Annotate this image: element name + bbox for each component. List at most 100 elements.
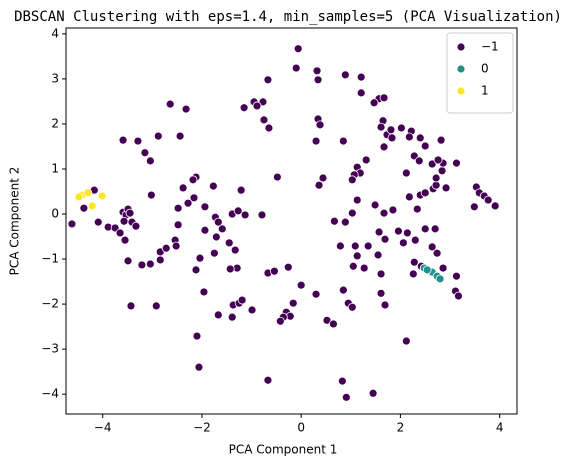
point <box>427 159 437 169</box>
x-tick-label: −2 <box>193 421 211 435</box>
point <box>352 195 362 205</box>
point <box>236 185 246 195</box>
y-tick-label: 4 <box>51 26 59 40</box>
point <box>401 168 411 178</box>
point <box>314 180 324 190</box>
point <box>409 257 419 267</box>
point <box>431 173 441 183</box>
point <box>199 287 209 297</box>
point <box>352 251 362 261</box>
point <box>224 238 234 248</box>
legend: −1 0 1 <box>446 32 514 114</box>
point <box>293 44 303 54</box>
legend-marker <box>456 42 466 52</box>
point <box>189 193 199 203</box>
point <box>402 228 412 238</box>
point <box>376 269 386 279</box>
point <box>161 243 171 253</box>
y-tick-label: 1 <box>51 161 59 175</box>
point <box>173 220 183 230</box>
point <box>79 203 89 213</box>
point <box>209 248 219 258</box>
point <box>490 201 500 211</box>
point <box>173 203 183 213</box>
point <box>370 200 380 210</box>
point <box>217 224 227 234</box>
point <box>363 241 373 251</box>
point <box>115 228 125 238</box>
chart-title: DBSCAN Clustering with eps=1.4, min_samp… <box>14 9 562 25</box>
point <box>118 135 128 145</box>
point <box>340 70 350 80</box>
point <box>432 248 442 258</box>
point <box>469 202 479 212</box>
point <box>420 224 430 234</box>
y-tick-label: 0 <box>51 207 59 221</box>
point <box>230 245 240 255</box>
point <box>427 242 437 252</box>
point <box>258 97 268 107</box>
point <box>387 133 397 143</box>
point <box>227 312 237 322</box>
point <box>414 156 424 166</box>
point <box>239 103 249 113</box>
point <box>155 255 165 265</box>
point <box>430 224 440 234</box>
point <box>269 266 279 276</box>
point <box>340 217 350 227</box>
point <box>311 289 321 299</box>
point <box>398 238 408 248</box>
point <box>275 316 285 326</box>
point <box>213 217 223 227</box>
point <box>318 173 328 183</box>
point <box>165 99 175 109</box>
point <box>126 301 136 311</box>
legend-label: 0 <box>481 62 489 76</box>
point <box>233 206 243 216</box>
point <box>191 265 201 275</box>
legend-label: −1 <box>481 40 499 54</box>
point <box>347 175 357 185</box>
point <box>131 221 141 231</box>
point <box>252 101 262 111</box>
point <box>379 142 389 152</box>
y-tick-label: 3 <box>51 71 59 85</box>
point <box>373 250 383 260</box>
point <box>291 63 301 73</box>
point <box>388 205 398 215</box>
point <box>356 72 366 82</box>
point <box>200 202 210 212</box>
point <box>374 227 384 237</box>
point <box>415 133 425 143</box>
plot-frame <box>65 27 518 415</box>
point <box>313 75 323 85</box>
point <box>341 392 351 402</box>
point <box>420 141 430 151</box>
point <box>67 219 77 229</box>
point <box>83 188 93 198</box>
point <box>140 148 150 158</box>
point <box>347 208 357 218</box>
point <box>240 210 250 220</box>
point <box>237 295 247 305</box>
point <box>410 235 420 245</box>
point <box>338 285 348 295</box>
point <box>433 155 443 165</box>
point <box>329 319 338 329</box>
point <box>247 305 257 315</box>
point <box>153 131 163 141</box>
point <box>347 302 357 312</box>
point <box>195 253 205 263</box>
point <box>394 226 403 236</box>
legend-box <box>446 32 514 114</box>
point <box>330 216 339 226</box>
point <box>438 263 448 273</box>
point <box>211 232 221 242</box>
point <box>264 123 274 133</box>
point <box>380 234 390 244</box>
point <box>145 259 155 269</box>
point <box>87 201 97 211</box>
point <box>401 336 411 346</box>
point <box>408 269 418 279</box>
legend-marker <box>456 86 466 96</box>
